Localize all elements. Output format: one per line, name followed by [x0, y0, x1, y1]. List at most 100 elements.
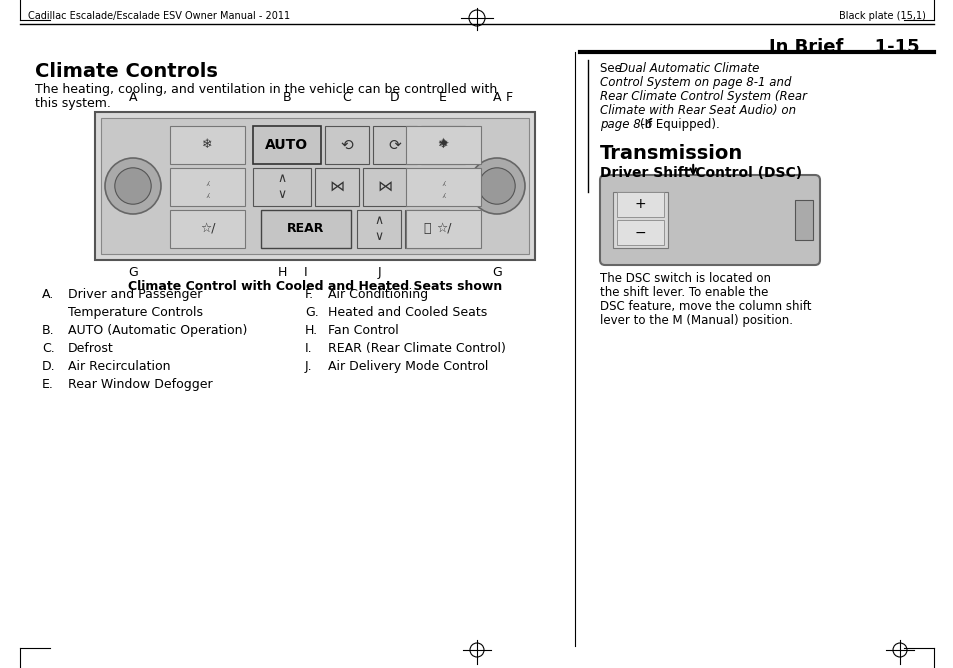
- Text: Temperature Controls: Temperature Controls: [68, 306, 203, 319]
- Text: E: E: [438, 91, 446, 104]
- Bar: [314, 168, 358, 206]
- Text: F: F: [505, 91, 512, 104]
- Text: Cadillac Escalade/Escalade ESV Owner Manual - 2011: Cadillac Escalade/Escalade ESV Owner Man…: [28, 11, 290, 21]
- Text: Rear Window Defogger: Rear Window Defogger: [68, 378, 213, 391]
- Text: lever to the M (Manual) position.: lever to the M (Manual) position.: [599, 314, 792, 327]
- Bar: [95, 112, 535, 260]
- Text: G.: G.: [305, 306, 318, 319]
- Text: See: See: [599, 62, 625, 75]
- Text: In Brief     1-15: In Brief 1-15: [768, 38, 919, 56]
- Text: Air Delivery Mode Control: Air Delivery Mode Control: [328, 360, 488, 373]
- Bar: [253, 168, 311, 206]
- Text: I.: I.: [305, 342, 313, 355]
- Text: ∧: ∧: [277, 172, 286, 185]
- Text: ∨: ∨: [277, 188, 286, 201]
- Text: DSC feature, move the column shift: DSC feature, move the column shift: [599, 300, 811, 313]
- Text: (If Equipped).: (If Equipped).: [639, 118, 720, 131]
- Text: ∨: ∨: [374, 230, 383, 243]
- Text: AUTO: AUTO: [265, 138, 308, 152]
- Text: The heating, cooling, and ventilation in the vehicle can be controlled with: The heating, cooling, and ventilation in…: [35, 83, 497, 96]
- Text: I: I: [304, 266, 308, 279]
- Text: D.: D.: [42, 360, 55, 373]
- Circle shape: [105, 158, 161, 214]
- Text: C.: C.: [42, 342, 54, 355]
- Text: Black plate (15,1): Black plate (15,1): [839, 11, 925, 21]
- Text: Climate Control with Cooled and Heated Seats shown: Climate Control with Cooled and Heated S…: [128, 280, 501, 293]
- Text: Air Recirculation: Air Recirculation: [68, 360, 171, 373]
- Bar: [406, 168, 480, 206]
- Bar: [406, 210, 480, 248]
- Text: Air Conditioning: Air Conditioning: [328, 288, 428, 301]
- Text: Dual Automatic Climate: Dual Automatic Climate: [618, 62, 759, 75]
- Text: ❄: ❄: [437, 138, 448, 152]
- Text: Climate with Rear Seat Audio) on: Climate with Rear Seat Audio) on: [599, 104, 796, 117]
- Circle shape: [469, 158, 524, 214]
- Bar: [170, 126, 245, 164]
- Text: Heated and Cooled Seats: Heated and Cooled Seats: [328, 306, 487, 319]
- Bar: [794, 200, 812, 240]
- Bar: [261, 210, 351, 248]
- Text: 🪑: 🪑: [423, 222, 431, 236]
- FancyBboxPatch shape: [599, 175, 820, 265]
- Text: +: +: [634, 198, 645, 212]
- Text: C: C: [342, 91, 351, 104]
- Bar: [420, 126, 464, 164]
- Text: A: A: [493, 91, 500, 104]
- Text: A: A: [129, 91, 137, 104]
- Text: ⟳: ⟳: [388, 138, 401, 152]
- Text: A.: A.: [42, 288, 54, 301]
- Text: REAR (Rear Climate Control): REAR (Rear Climate Control): [328, 342, 505, 355]
- Text: Control System on page 8-1 and: Control System on page 8-1 and: [599, 76, 791, 89]
- Text: ⋈: ⋈: [329, 180, 344, 194]
- Text: G: G: [128, 266, 138, 279]
- Text: page 8-6: page 8-6: [599, 118, 656, 131]
- Text: ❄: ❄: [202, 138, 213, 152]
- Text: −: −: [634, 226, 645, 240]
- Text: Driver and Passenger: Driver and Passenger: [68, 288, 202, 301]
- Text: J.: J.: [305, 360, 313, 373]
- Bar: [170, 210, 245, 248]
- Circle shape: [114, 168, 151, 204]
- Text: Defrost: Defrost: [68, 342, 113, 355]
- Text: The DSC switch is located on: The DSC switch is located on: [599, 272, 770, 285]
- Bar: [406, 126, 480, 164]
- Text: REAR: REAR: [287, 222, 324, 236]
- Bar: [617, 192, 663, 217]
- Bar: [356, 210, 400, 248]
- Text: Driver Shift Control (DSC): Driver Shift Control (DSC): [599, 166, 801, 180]
- Bar: [617, 220, 663, 245]
- Bar: [101, 118, 529, 254]
- Text: ⁁
⁁: ⁁ ⁁: [442, 176, 444, 198]
- Text: this system.: this system.: [35, 97, 111, 110]
- Bar: [170, 168, 245, 206]
- Text: ⟲: ⟲: [340, 138, 353, 152]
- Text: ✦: ✦: [436, 138, 448, 152]
- Text: ☆/: ☆/: [199, 222, 215, 236]
- Bar: [253, 126, 320, 164]
- Text: ⋈: ⋈: [377, 180, 393, 194]
- Text: B.: B.: [42, 324, 54, 337]
- Text: B: B: [282, 91, 291, 104]
- Bar: [613, 192, 667, 248]
- Text: E.: E.: [42, 378, 53, 391]
- Bar: [373, 126, 416, 164]
- Text: J: J: [376, 266, 380, 279]
- Text: Rear Climate Control System (Rear: Rear Climate Control System (Rear: [599, 90, 806, 103]
- Text: AUTO (Automatic Operation): AUTO (Automatic Operation): [68, 324, 247, 337]
- Text: H.: H.: [305, 324, 317, 337]
- Bar: [325, 126, 369, 164]
- Text: Fan Control: Fan Control: [328, 324, 398, 337]
- Text: H: H: [277, 266, 287, 279]
- Text: Transmission: Transmission: [599, 144, 742, 163]
- Text: the shift lever. To enable the: the shift lever. To enable the: [599, 286, 767, 299]
- Text: G: G: [492, 266, 501, 279]
- Text: ☆/: ☆/: [436, 222, 451, 236]
- Circle shape: [478, 168, 515, 204]
- Text: ⁁
⁁: ⁁ ⁁: [206, 176, 209, 198]
- Text: Climate Controls: Climate Controls: [35, 62, 217, 81]
- Bar: [363, 168, 407, 206]
- Text: ∧: ∧: [374, 214, 383, 227]
- Bar: [405, 210, 449, 248]
- Text: D: D: [390, 91, 399, 104]
- Text: F.: F.: [305, 288, 314, 301]
